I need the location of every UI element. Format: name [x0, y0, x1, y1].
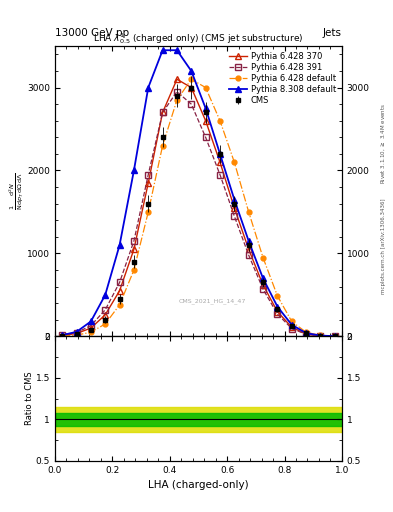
- Pythia 6.428 391: [289, 326, 294, 332]
- X-axis label: LHA (charged-only): LHA (charged-only): [148, 480, 249, 490]
- Pythia 6.428 391: [275, 311, 280, 317]
- Line: Pythia 8.308 default: Pythia 8.308 default: [59, 47, 338, 339]
- Pythia 6.428 default: [189, 76, 194, 82]
- Pythia 8.308 default: [275, 304, 280, 310]
- Pythia 6.428 default: [261, 254, 265, 261]
- Line: Pythia 6.428 default: Pythia 6.428 default: [60, 77, 337, 338]
- Y-axis label: Ratio to CMS: Ratio to CMS: [26, 372, 35, 425]
- Pythia 6.428 370: [246, 246, 251, 252]
- Pythia 8.308 default: [289, 322, 294, 328]
- Pythia 8.308 default: [74, 329, 79, 335]
- Pythia 6.428 370: [261, 282, 265, 288]
- Pythia 6.428 default: [232, 159, 237, 165]
- Pythia 6.428 391: [318, 333, 323, 339]
- Pythia 6.428 default: [304, 329, 309, 335]
- Pythia 6.428 default: [146, 209, 151, 215]
- Pythia 8.308 default: [318, 332, 323, 338]
- Pythia 6.428 391: [189, 101, 194, 107]
- Bar: [55, 413, 342, 426]
- Pythia 6.428 default: [332, 333, 337, 339]
- Line: Pythia 6.428 391: Pythia 6.428 391: [59, 89, 338, 339]
- Text: Jets: Jets: [323, 28, 342, 38]
- Pythia 6.428 391: [203, 134, 208, 140]
- Text: Rivet 3.1.10, $\geq$ 3.4M events: Rivet 3.1.10, $\geq$ 3.4M events: [379, 103, 387, 184]
- Pythia 6.428 370: [174, 76, 179, 82]
- Pythia 6.428 370: [74, 330, 79, 336]
- Pythia 6.428 370: [189, 84, 194, 91]
- Pythia 6.428 370: [218, 159, 222, 165]
- Pythia 6.428 370: [275, 308, 280, 314]
- Pythia 8.308 default: [304, 330, 309, 336]
- Title: LHA $\lambda^1_{0.5}$ (charged only) (CMS jet substructure): LHA $\lambda^1_{0.5}$ (charged only) (CM…: [93, 31, 304, 46]
- Pythia 6.428 default: [275, 293, 280, 299]
- Text: 13000 GeV pp: 13000 GeV pp: [55, 28, 129, 38]
- Pythia 6.428 391: [218, 172, 222, 178]
- Pythia 6.428 default: [103, 321, 108, 327]
- Pythia 6.428 370: [332, 333, 337, 339]
- Line: Pythia 6.428 370: Pythia 6.428 370: [59, 76, 338, 339]
- Pythia 8.308 default: [189, 68, 194, 74]
- Pythia 6.428 370: [318, 333, 323, 339]
- Pythia 8.308 default: [246, 238, 251, 244]
- Bar: [55, 407, 342, 432]
- Pythia 8.308 default: [232, 197, 237, 203]
- Y-axis label: $\frac{1}{\mathrm{N}} \frac{\mathrm{d}^2N}{\mathrm{d}p_T\,\mathrm{d}\Omega\,\mat: $\frac{1}{\mathrm{N}} \frac{\mathrm{d}^2…: [7, 173, 26, 210]
- Pythia 6.428 default: [318, 332, 323, 338]
- Pythia 6.428 default: [74, 332, 79, 338]
- Pythia 6.428 370: [146, 180, 151, 186]
- Pythia 8.308 default: [117, 242, 122, 248]
- Pythia 6.428 370: [160, 110, 165, 116]
- Pythia 8.308 default: [160, 47, 165, 53]
- Pythia 8.308 default: [261, 275, 265, 282]
- Pythia 6.428 391: [160, 110, 165, 116]
- Pythia 8.308 default: [60, 332, 64, 338]
- Pythia 6.428 391: [332, 333, 337, 339]
- Pythia 8.308 default: [203, 105, 208, 111]
- Pythia 6.428 370: [117, 288, 122, 294]
- Pythia 6.428 default: [218, 118, 222, 124]
- Pythia 6.428 391: [246, 252, 251, 258]
- Pythia 8.308 default: [218, 151, 222, 157]
- Legend: Pythia 6.428 370, Pythia 6.428 391, Pythia 6.428 default, Pythia 8.308 default, : Pythia 6.428 370, Pythia 6.428 391, Pyth…: [228, 50, 338, 107]
- Pythia 6.428 391: [103, 307, 108, 313]
- Pythia 6.428 391: [261, 286, 265, 292]
- Pythia 6.428 default: [174, 97, 179, 103]
- Pythia 6.428 default: [60, 333, 64, 339]
- Pythia 6.428 default: [88, 329, 93, 335]
- Pythia 6.428 370: [103, 312, 108, 318]
- Pythia 6.428 391: [132, 238, 136, 244]
- Pythia 8.308 default: [174, 47, 179, 53]
- Pythia 6.428 370: [304, 331, 309, 337]
- Pythia 8.308 default: [132, 167, 136, 174]
- Text: mcplots.cern.ch [arXiv:1306.3436]: mcplots.cern.ch [arXiv:1306.3436]: [381, 198, 386, 293]
- Pythia 6.428 370: [60, 332, 64, 338]
- Pythia 6.428 370: [289, 324, 294, 330]
- Text: CMS_2021_HG_14_47: CMS_2021_HG_14_47: [179, 298, 246, 305]
- Pythia 6.428 default: [117, 302, 122, 308]
- Pythia 6.428 391: [304, 331, 309, 337]
- Pythia 6.428 391: [60, 332, 64, 338]
- Pythia 6.428 391: [232, 213, 237, 219]
- Pythia 6.428 391: [88, 323, 93, 329]
- Pythia 8.308 default: [332, 333, 337, 339]
- Pythia 6.428 370: [132, 246, 136, 252]
- Pythia 6.428 370: [232, 205, 237, 211]
- Pythia 6.428 370: [203, 118, 208, 124]
- Pythia 6.428 default: [132, 267, 136, 273]
- Pythia 6.428 391: [174, 89, 179, 95]
- Pythia 6.428 default: [203, 84, 208, 91]
- Pythia 8.308 default: [88, 318, 93, 325]
- Pythia 8.308 default: [146, 84, 151, 91]
- Pythia 6.428 default: [246, 209, 251, 215]
- Pythia 6.428 default: [289, 318, 294, 325]
- Pythia 6.428 391: [146, 172, 151, 178]
- Pythia 6.428 default: [160, 142, 165, 148]
- Pythia 6.428 370: [88, 325, 93, 331]
- Pythia 6.428 391: [117, 280, 122, 286]
- Pythia 8.308 default: [103, 292, 108, 298]
- Pythia 6.428 391: [74, 330, 79, 336]
